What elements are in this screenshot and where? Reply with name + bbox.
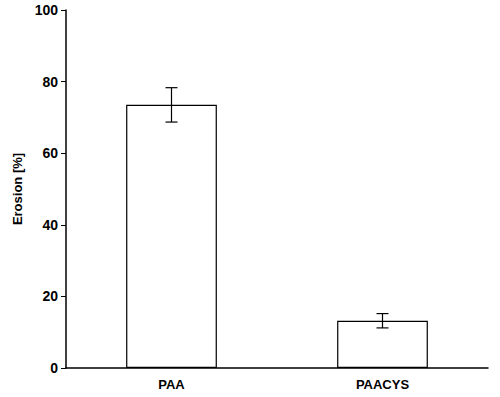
- svg-text:100: 100: [35, 2, 59, 18]
- svg-text:20: 20: [42, 288, 58, 304]
- svg-text:0: 0: [50, 360, 58, 376]
- svg-text:Erosion [%]: Erosion [%]: [10, 153, 25, 225]
- svg-text:80: 80: [42, 74, 58, 90]
- svg-text:PAACYS: PAACYS: [356, 377, 410, 392]
- svg-text:40: 40: [42, 217, 58, 233]
- svg-text:60: 60: [42, 145, 58, 161]
- svg-text:PAA: PAA: [158, 377, 185, 392]
